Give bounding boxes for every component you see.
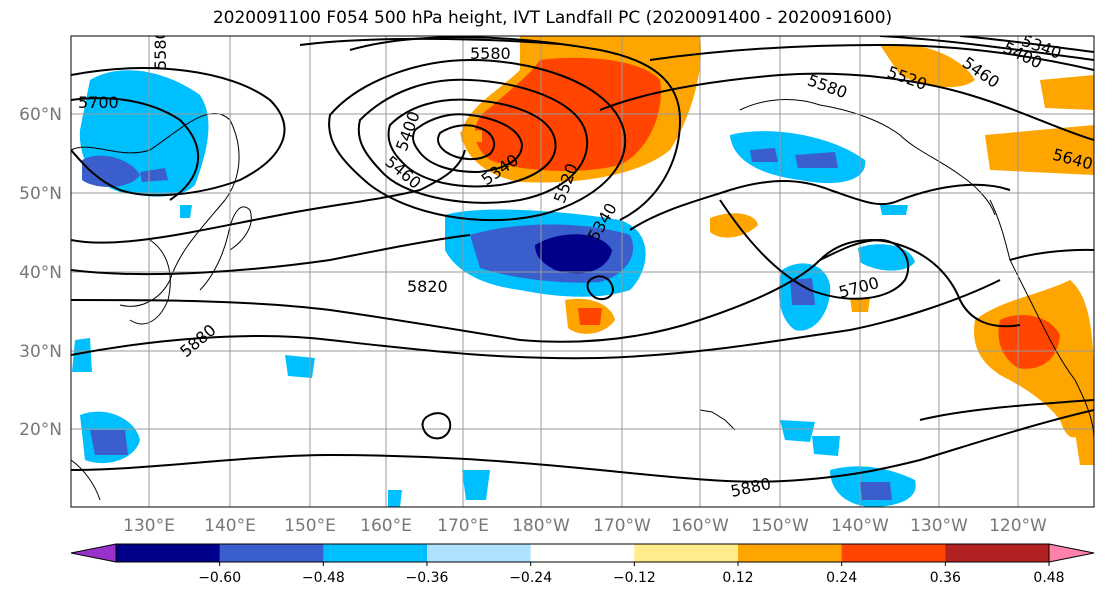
contour-label: 5700 [78, 93, 119, 112]
lat-label: 50°N [19, 184, 62, 204]
colorbar-segment [945, 544, 1050, 562]
lon-label: 150°E [284, 516, 336, 536]
map-title: 2020091100 F054 500 hPa height, IVT Land… [212, 8, 893, 28]
colorbar-frame [115, 543, 1050, 563]
lat-label: 30°N [19, 342, 62, 362]
lon-label: 140°E [204, 516, 256, 536]
colorbar-tick-label: −0.12 [613, 570, 656, 586]
colorbar-tick-label: 0.48 [1033, 570, 1064, 586]
colorbar-tick-label: 0.24 [826, 570, 857, 586]
colorbar: −0.60 −0.48 −0.36 −0.24 −0.12 0.12 0.24 0.36 0.4… [70, 543, 1095, 586]
colorbar-segment [841, 544, 946, 562]
colorbar-segment [427, 544, 532, 562]
colorbar-extend-high [1048, 543, 1095, 563]
lon-label: 120°W [989, 516, 1047, 536]
longitude-labels: 130°E 140°E 150°E 160°E 170°E 180°W 170°… [123, 516, 1047, 536]
latitude-labels: 60°N 50°N 40°N 30°N 20°N [19, 105, 62, 440]
colorbar-segment [219, 544, 324, 562]
contour-label: 5580 [151, 29, 170, 70]
colorbar-segment [530, 544, 635, 562]
colorbar-tick-label: 0.36 [930, 570, 961, 586]
coastlines [71, 99, 1094, 501]
colorbar-segment [634, 544, 739, 562]
map-panel: 5580 5700 5580 5460 5400 5340 5460 5520 … [71, 29, 1094, 507]
colorbar-extend-low [70, 543, 117, 563]
colorbar-tick-label: 0.12 [722, 570, 753, 586]
lon-label: 150°W [751, 516, 809, 536]
map-frame [70, 35, 1095, 508]
lon-label: 160°E [360, 516, 412, 536]
graticule [71, 36, 1094, 507]
colorbar-segment [323, 544, 428, 562]
lat-label: 40°N [19, 263, 62, 283]
colorbar-tick-label: −0.60 [198, 570, 241, 586]
colorbar-segment [738, 544, 843, 562]
lat-label: 60°N [19, 105, 62, 125]
lon-label: 180°W [512, 516, 570, 536]
ivt-negative-shading [72, 70, 916, 507]
colorbar-tick-label: −0.36 [406, 570, 449, 586]
lon-label: 170°E [437, 516, 489, 536]
colorbar-segment [116, 544, 221, 562]
colorbar-tick-label: −0.48 [302, 570, 345, 586]
lon-label: 160°W [671, 516, 729, 536]
contour-label: 5580 [470, 44, 511, 63]
lon-label: 130°E [123, 516, 175, 536]
lon-label: 170°W [593, 516, 651, 536]
lon-label: 140°W [831, 516, 889, 536]
contour-label: 5820 [407, 277, 448, 296]
colorbar-tick-label: −0.24 [509, 570, 552, 586]
lat-label: 20°N [19, 420, 62, 440]
lon-label: 130°W [910, 516, 968, 536]
height-contours [71, 36, 1094, 483]
